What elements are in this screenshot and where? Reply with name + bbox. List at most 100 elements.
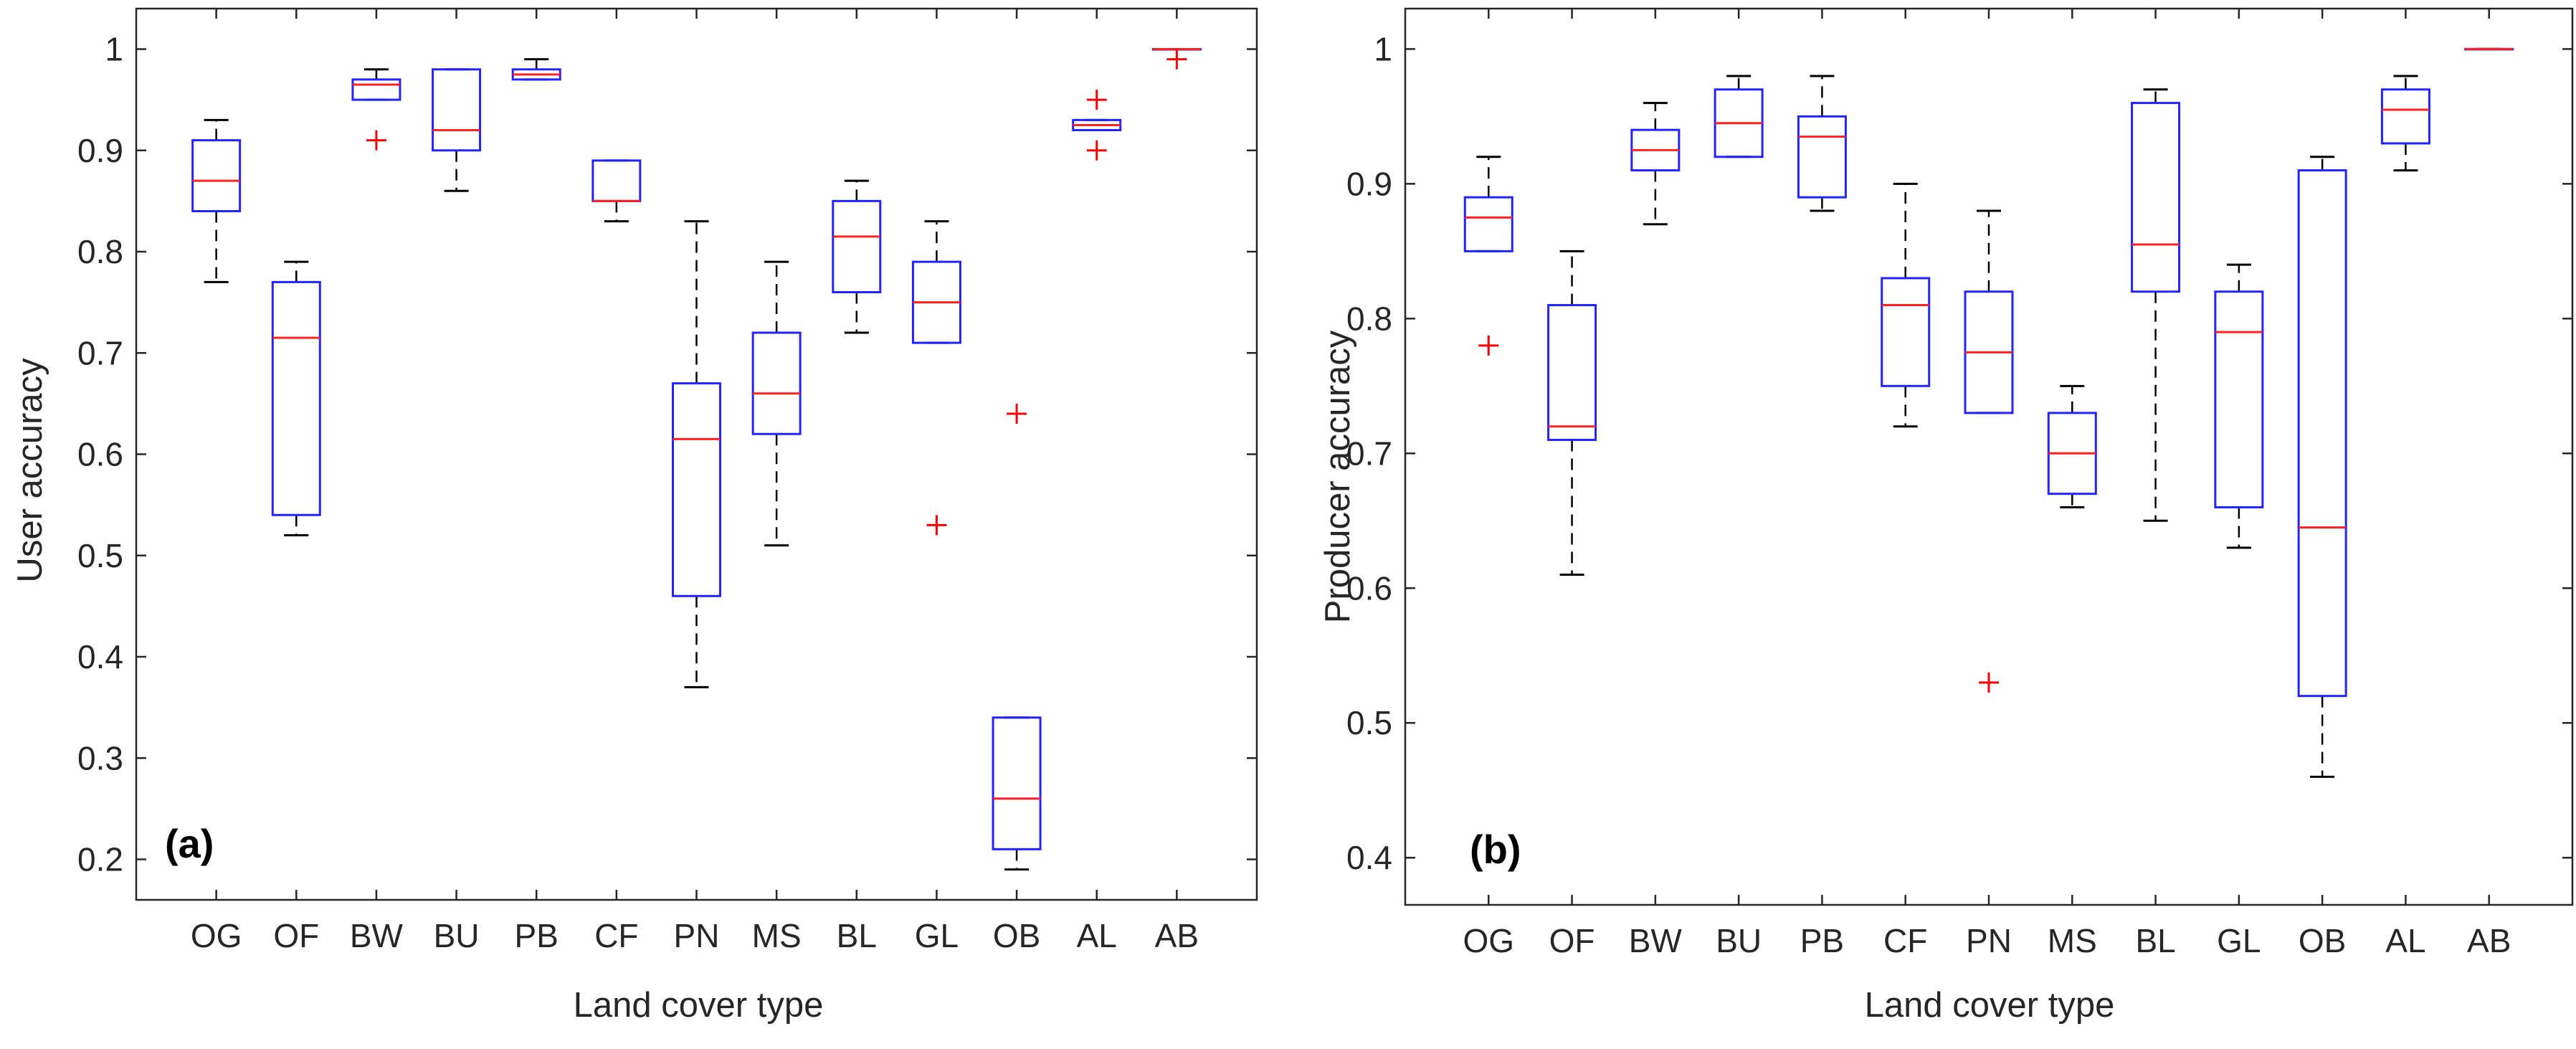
panel-b-y-axis-label: Producer accuracy [1318,330,1357,623]
panel-b-x-tick-label: OB [2299,922,2346,959]
panel-b-box-ms [2047,384,2097,508]
panel-a-box-ms [751,260,802,547]
panel-a-x-tick-label: PN [674,917,720,954]
panel-a-x-axis-label: Land cover type [574,986,824,1025]
panel-a-user-accuracy: User accuracy Land cover type (a) 0.2 0.3… [11,7,1258,1025]
panel-a-box-ob [992,404,1042,871]
panel-b-y-tick-label: 0.5 [1346,704,1392,741]
panel-a-box-gl [911,220,961,536]
panel-b-y-tick-label: 0.8 [1346,300,1392,337]
panel-b-y-tick-label: 0.7 [1346,435,1392,472]
panel-b-x-tick-label: CF [1883,922,1927,959]
outlier-marker [1007,404,1027,424]
panel-b-y-tick-label: 0.6 [1346,569,1392,607]
panel-a-box-bl [832,179,882,334]
panel-a-y-tick-label: 0.5 [77,537,123,574]
panel-a-y-tick-label: 0.7 [77,334,123,371]
panel-b-box-pn [1964,209,2014,693]
panel-b-box-bu [1714,75,1764,158]
panel-a-box-pn [672,220,721,688]
panel-a-x-tick-label: BW [350,917,404,954]
iqr-box [1547,304,1597,442]
panel-a-y-tick-label: 0.9 [77,132,123,169]
panel-a-x-tick-label: BL [837,917,877,954]
panel-b-box-al [2380,75,2430,172]
outlier-marker [1086,90,1107,110]
iqr-box [351,78,401,101]
panel-a-y-tick-label: 0.8 [77,233,123,270]
iqr-box [751,331,802,435]
panel-b-y-tick-label: 1 [1374,30,1392,67]
panel-a-x-tick-label: BU [434,917,480,954]
panel-b-x-tick-label: BU [1716,922,1762,959]
panel-b-x-tick-label: PN [1966,922,2012,959]
outlier-marker [1979,672,1999,693]
panel-a-y-axis-label: User accuracy [11,358,49,583]
panel-b-x-tick-label: BL [2135,922,2175,959]
panel-a-box-pb [511,58,561,81]
panel-a-x-tick-label: CF [594,917,638,954]
panel-b-x-tick-label: OF [1549,922,1595,959]
panel-b-label: (b) [1470,827,1521,872]
panel-a-x-tick-label: PB [515,917,559,954]
panel-b-y-tick-label: 0.9 [1346,165,1392,202]
iqr-box [1797,115,1847,199]
panel-a-y-tick-label: 1 [105,31,123,68]
panel-a-box-cf [591,159,642,223]
panel-a-box-og [191,118,242,283]
panel-a-box-of [271,260,321,536]
panel-b-x-tick-label: MS [2048,922,2097,959]
panel-b-box-ob [2297,156,2347,778]
panel-b-box-og [1463,156,1513,356]
panel-b-box-cf [1881,182,1931,428]
panel-b-x-tick-label: AB [2467,922,2511,959]
panel-b-x-tick-label: AL [2385,922,2425,959]
iqr-box [992,716,1042,850]
panel-a-x-tick-label: MS [752,917,802,954]
iqr-box [191,139,242,212]
panel-a-x-tick-label: AL [1077,917,1117,954]
panel-b-x-tick-label: OG [1463,922,1515,959]
iqr-box [2297,169,2347,698]
outlier-marker [926,515,947,536]
panel-a-y-tick-label: 0.2 [77,841,123,878]
panel-b-box-gl [2214,263,2264,549]
panel-a-x-tick-label: GL [915,917,959,954]
iqr-box [2214,290,2264,508]
panel-a-label: (a) [165,821,214,866]
panel-b-x-tick-label: PB [1800,922,1844,959]
panel-a-x-tick-label: AB [1155,917,1199,954]
panel-b-y-tick-label: 0.4 [1346,839,1392,876]
iqr-box [1463,196,1513,252]
panel-a-y-tick-label: 0.4 [77,638,123,675]
panel-b-box-of [1547,250,1597,576]
iqr-box [2380,88,2430,145]
outlier-marker [1086,140,1107,161]
panel-a-x-tick-label: OB [993,917,1040,954]
iqr-box [1881,277,1931,387]
outlier-marker [1478,335,1499,356]
panel-a-y-tick-label: 0.6 [77,436,123,473]
iqr-box [2131,102,2181,293]
panel-a-box-al [1072,90,1122,161]
panel-b-x-tick-label: BW [1629,922,1683,959]
iqr-box [271,280,321,516]
panel-b-box-pb [1797,75,1847,212]
panel-b-x-axis-label: Land cover type [1865,986,2115,1025]
panel-b-producer-accuracy: Producer accuracy Land cover type (b) 0.… [1318,7,2574,1025]
panel-b-x-tick-label: GL [2217,922,2261,959]
panel-a-box-bu [432,68,482,192]
panel-a-box-ab [1151,48,1202,70]
iqr-box [672,382,721,597]
panel-a-y-tick-label: 0.3 [77,739,123,777]
panel-a-x-tick-label: OF [273,917,319,954]
panel-a-box-bw [351,68,401,151]
panel-a-x-tick-label: OG [191,917,242,954]
outlier-marker [366,130,386,151]
iqr-box [832,199,882,293]
iqr-box [432,68,482,152]
panel-b-box-bl [2131,88,2181,522]
panel-b-box-bw [1630,102,1681,226]
